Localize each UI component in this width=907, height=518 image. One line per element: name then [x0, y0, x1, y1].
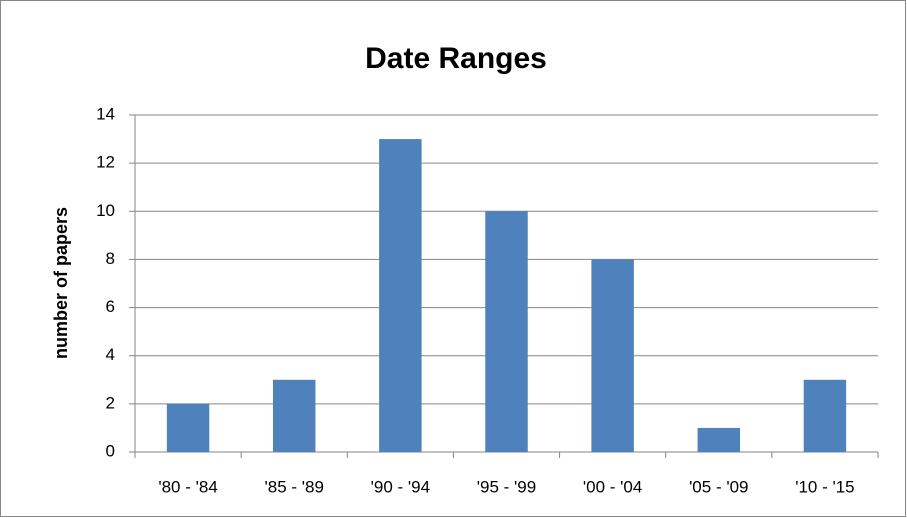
- x-tick-label: '10 - '15: [795, 477, 854, 496]
- bar: [485, 211, 528, 452]
- bar: [803, 379, 847, 452]
- y-tick-label: 14: [96, 104, 115, 123]
- bar: [697, 427, 741, 452]
- x-tick-label: '80 - '84: [158, 477, 217, 496]
- y-tick-label: 10: [96, 201, 115, 220]
- bar: [166, 403, 210, 452]
- y-tick-label: 12: [96, 153, 115, 172]
- x-tick-label: '85 - '89: [265, 477, 324, 496]
- y-axis-label: number of papers: [51, 207, 71, 359]
- x-tick-label: '00 - '04: [583, 477, 642, 496]
- x-tick-label: '95 - '99: [477, 477, 536, 496]
- y-tick-label: 2: [106, 393, 115, 412]
- y-tick-label: 4: [106, 345, 115, 364]
- x-tick-label: '05 - '09: [689, 477, 748, 496]
- chart-title: Date Ranges: [365, 42, 547, 75]
- x-tick-label: '90 - '94: [371, 477, 430, 496]
- y-tick-label: 0: [106, 441, 115, 460]
- bar: [591, 259, 634, 452]
- y-tick-label: 6: [106, 297, 115, 316]
- bar: [272, 379, 316, 452]
- y-tick-label: 8: [106, 249, 115, 268]
- bar: [379, 139, 422, 453]
